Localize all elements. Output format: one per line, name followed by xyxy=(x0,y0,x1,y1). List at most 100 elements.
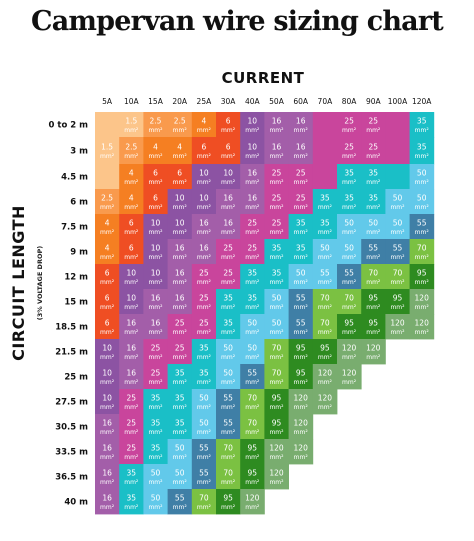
cell-unit: mm² xyxy=(124,479,139,486)
cell-label: 16 xyxy=(248,169,258,178)
cell-labels-layer: 1.5mm²2.5mm²2.5mm²4mm²6mm²10mm²16mm²16mm… xyxy=(100,117,429,512)
cell-unit: mm² xyxy=(245,429,260,436)
cell-label: 70 xyxy=(272,369,282,378)
cell-9-6 xyxy=(240,339,265,365)
cell-label: 16 xyxy=(223,194,233,203)
cell-4-7 xyxy=(264,214,289,240)
cell-label: 70 xyxy=(369,269,379,278)
cell-unit: mm² xyxy=(173,204,188,211)
cell-unit: mm² xyxy=(342,304,357,311)
cell-label: 35 xyxy=(151,419,161,428)
cell-1-9 xyxy=(312,137,338,165)
cell-unit: mm² xyxy=(294,204,309,211)
cell-label: 95 xyxy=(417,269,427,278)
cell-unit: mm² xyxy=(148,229,163,236)
cell-label: 25 xyxy=(248,219,258,228)
cell-11-7 xyxy=(264,389,289,415)
cell-5-9 xyxy=(312,239,338,265)
cell-unit: mm² xyxy=(269,304,284,311)
cell-unit: mm² xyxy=(197,254,212,261)
cell-unit: mm² xyxy=(415,304,430,311)
cell-6-11 xyxy=(361,264,386,290)
cell-label: 120 xyxy=(342,344,357,353)
x-tick-label: 25A xyxy=(197,97,213,106)
cell-unit: mm² xyxy=(221,379,236,386)
cell-unit: mm² xyxy=(197,304,212,311)
cell-unit: mm² xyxy=(294,379,309,386)
cell-label: 10 xyxy=(248,143,258,152)
y-tick-label: 36.5 m xyxy=(55,473,88,483)
cell-label: 25 xyxy=(272,219,282,228)
y-tick-label: 21.5 m xyxy=(55,348,88,358)
cell-label: 16 xyxy=(102,469,112,478)
cell-label: 35 xyxy=(417,117,427,126)
cell-unit: mm² xyxy=(100,454,115,461)
cell-label: 1.5 xyxy=(125,117,137,126)
cell-label: 95 xyxy=(320,344,330,353)
cell-4-12 xyxy=(385,214,410,240)
cell-label: 35 xyxy=(369,169,379,178)
cell-13-4 xyxy=(191,439,217,465)
cell-9-1 xyxy=(119,339,144,365)
page-title: Campervan wire sizing chart xyxy=(31,6,444,37)
cell-label: 25 xyxy=(151,344,161,353)
cell-5-4 xyxy=(191,239,217,265)
cell-label: 120 xyxy=(269,444,284,453)
cell-unit: mm² xyxy=(148,504,163,511)
cell-10-10 xyxy=(337,364,362,390)
cell-unit: mm² xyxy=(294,153,309,160)
cell-unit: mm² xyxy=(318,304,333,311)
cell-unit: mm² xyxy=(124,304,139,311)
cell-7-8 xyxy=(288,289,314,315)
cell-label: 35 xyxy=(199,369,209,378)
cell-unit: mm² xyxy=(124,379,139,386)
cell-label: 120 xyxy=(366,344,381,353)
cell-10-6 xyxy=(240,364,265,390)
cell-label: 50 xyxy=(272,319,282,328)
cell-unit: mm² xyxy=(294,179,309,186)
x-tick-label: 10A xyxy=(124,97,140,106)
cell-label: 16 xyxy=(102,494,112,503)
cell-unit: mm² xyxy=(124,254,139,261)
cell-6-13 xyxy=(409,264,435,290)
cell-12-4 xyxy=(191,414,217,440)
cell-label: 70 xyxy=(248,394,258,403)
cell-label: 35 xyxy=(344,169,354,178)
cell-unit: mm² xyxy=(221,329,236,336)
cell-label: 10 xyxy=(151,269,161,278)
cell-unit: mm² xyxy=(269,329,284,336)
cell-9-3 xyxy=(167,339,193,365)
cell-unit: mm² xyxy=(100,279,115,286)
cell-5-0 xyxy=(95,239,120,265)
cell-label: 50 xyxy=(393,194,403,203)
y-tick-label: 18.5 m xyxy=(55,323,88,333)
x-tick-label: 40A xyxy=(245,97,261,106)
cell-11-4 xyxy=(191,389,217,415)
cell-2-0 xyxy=(95,164,120,190)
cell-unit: mm² xyxy=(269,279,284,286)
cell-unit: mm² xyxy=(197,179,212,186)
cell-10-8 xyxy=(288,364,314,390)
cell-unit: mm² xyxy=(318,354,333,361)
cell-unit: mm² xyxy=(269,404,284,411)
cell-3-11 xyxy=(361,189,386,215)
cell-label: 25 xyxy=(344,143,354,152)
cell-0-10 xyxy=(337,112,362,138)
cell-unit: mm² xyxy=(366,354,381,361)
cell-label: 6 xyxy=(177,169,182,178)
cell-3-1 xyxy=(119,189,144,215)
cell-unit: mm² xyxy=(245,153,260,160)
cell-unit: mm² xyxy=(221,254,236,261)
cell-1-11 xyxy=(361,137,386,165)
cell-6-4 xyxy=(191,264,217,290)
cell-6-9 xyxy=(312,264,338,290)
cell-unit: mm² xyxy=(245,404,260,411)
cell-label: 50 xyxy=(369,219,379,228)
cell-7-6 xyxy=(240,289,265,315)
cell-label: 70 xyxy=(320,319,330,328)
cell-9-10 xyxy=(337,339,362,365)
cell-label: 120 xyxy=(342,369,357,378)
cell-label: 1.5 xyxy=(101,143,113,152)
cell-15-5 xyxy=(216,489,241,515)
cell-0-8 xyxy=(288,112,314,138)
